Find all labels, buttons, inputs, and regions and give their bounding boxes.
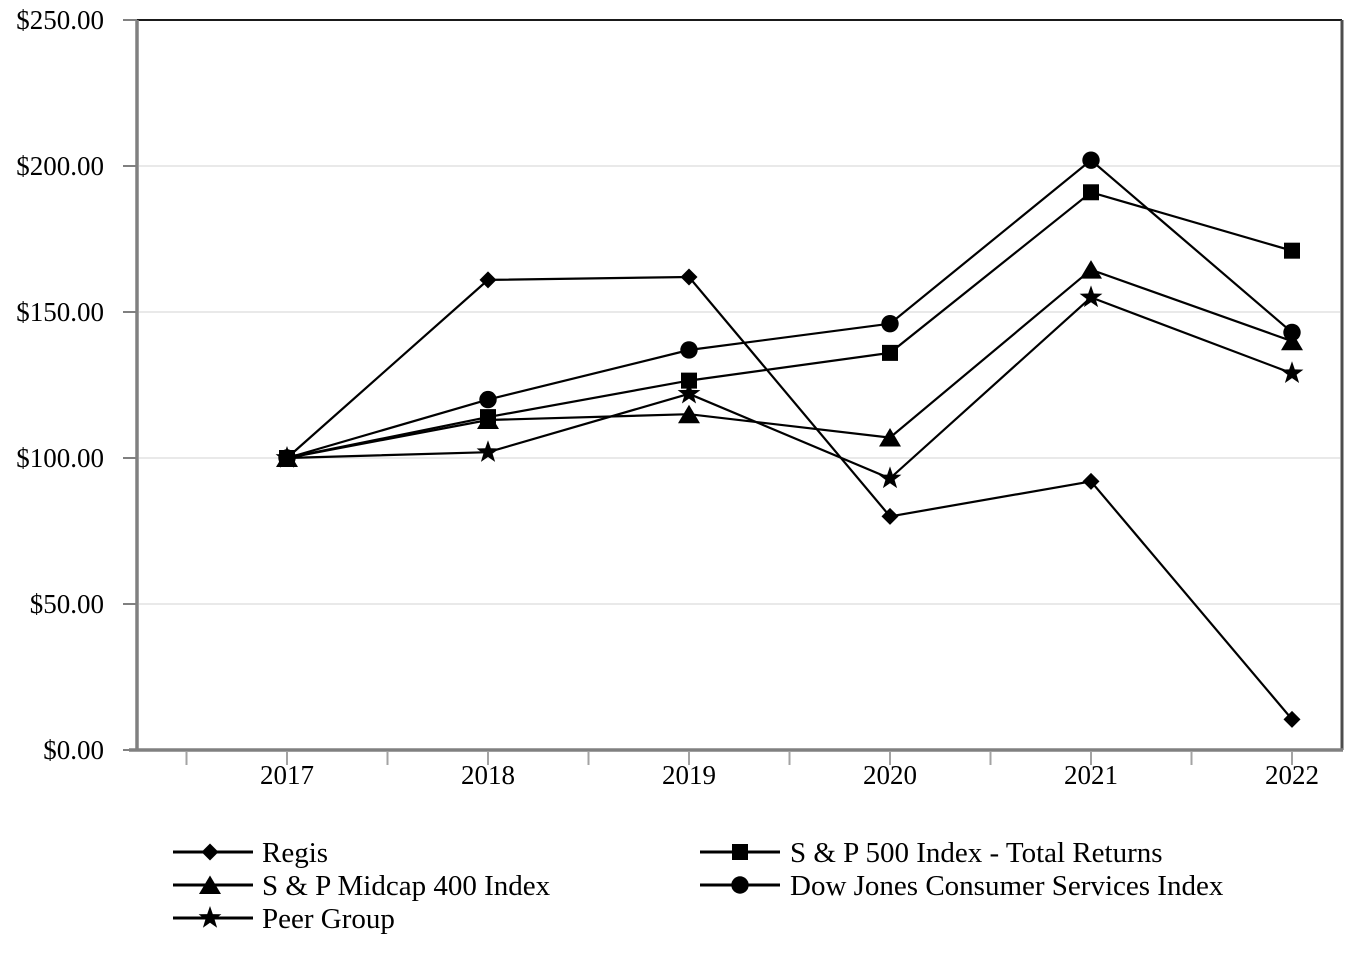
y-tick-label: $150.00	[16, 297, 104, 327]
x-tick-label: 2020	[863, 760, 917, 790]
x-tick-label: 2017	[260, 760, 314, 790]
marker-peer-group	[878, 466, 902, 489]
marker-dow-jones-consumer-services-index	[1283, 323, 1301, 342]
marker-dow-jones-consumer-services-index	[1082, 151, 1100, 169]
series-line-peer-group	[286, 296, 1293, 480]
marker-regis	[680, 268, 698, 286]
marker-s-p-500-index-total-returns	[1284, 242, 1300, 259]
x-tick-label: 2021	[1064, 760, 1118, 790]
y-tick-label: $100.00	[16, 443, 104, 473]
legend-label-s-p-500-index-total-returns: S & P 500 Index - Total Returns	[790, 837, 1163, 869]
y-tick-label: $50.00	[30, 589, 104, 619]
legend-marker-dow-jones-consumer-services-index	[731, 876, 749, 894]
marker-peer-group	[677, 381, 701, 404]
marker-s-p-500-index-total-returns	[882, 344, 898, 361]
marker-peer-group	[1280, 361, 1304, 383]
marker-s-p-500-index-total-returns	[681, 372, 697, 389]
marker-regis	[479, 271, 497, 289]
legend-marker-s-p-500-index-total-returns	[732, 844, 748, 860]
legend-label-s-p-midcap-400-index: S & P Midcap 400 Index	[262, 870, 551, 902]
marker-peer-group	[476, 440, 500, 462]
series-line-regis	[286, 275, 1293, 721]
series-line-s-p-500-index-total-returns	[286, 191, 1293, 460]
marker-dow-jones-consumer-services-index	[881, 314, 899, 333]
marker-s-p-midcap-400-index	[879, 428, 901, 447]
y-tick-label: $0.00	[43, 735, 104, 765]
marker-regis	[1082, 472, 1100, 490]
x-tick-label: 2019	[662, 760, 716, 790]
legend-marker-s-p-midcap-400-index	[199, 875, 221, 894]
y-tick-label: $200.00	[16, 151, 104, 181]
x-tick-label: 2018	[461, 760, 515, 790]
legend-label-peer-group: Peer Group	[262, 903, 395, 935]
legend-label-dow-jones-consumer-services-index: Dow Jones Consumer Services Index	[790, 870, 1224, 902]
marker-dow-jones-consumer-services-index	[680, 341, 698, 359]
marker-regis	[1283, 710, 1301, 728]
marker-s-p-midcap-400-index	[678, 404, 700, 424]
marker-s-p-500-index-total-returns	[1083, 184, 1099, 201]
marker-peer-group	[1079, 285, 1103, 308]
series-line-dow-jones-consumer-services-index	[286, 158, 1293, 460]
legend-marker-regis	[201, 843, 219, 861]
marker-regis	[881, 507, 899, 525]
x-tick-label: 2022	[1265, 760, 1319, 790]
legend-label-regis: Regis	[262, 837, 328, 869]
series-line-s-p-midcap-400-index	[286, 268, 1293, 460]
marker-regis	[278, 449, 296, 467]
marker-s-p-midcap-400-index	[1080, 260, 1102, 279]
legend-marker-peer-group	[198, 906, 222, 928]
y-tick-label: $250.00	[16, 5, 104, 35]
marker-s-p-500-index-total-returns	[480, 409, 496, 426]
marker-dow-jones-consumer-services-index	[479, 390, 497, 409]
